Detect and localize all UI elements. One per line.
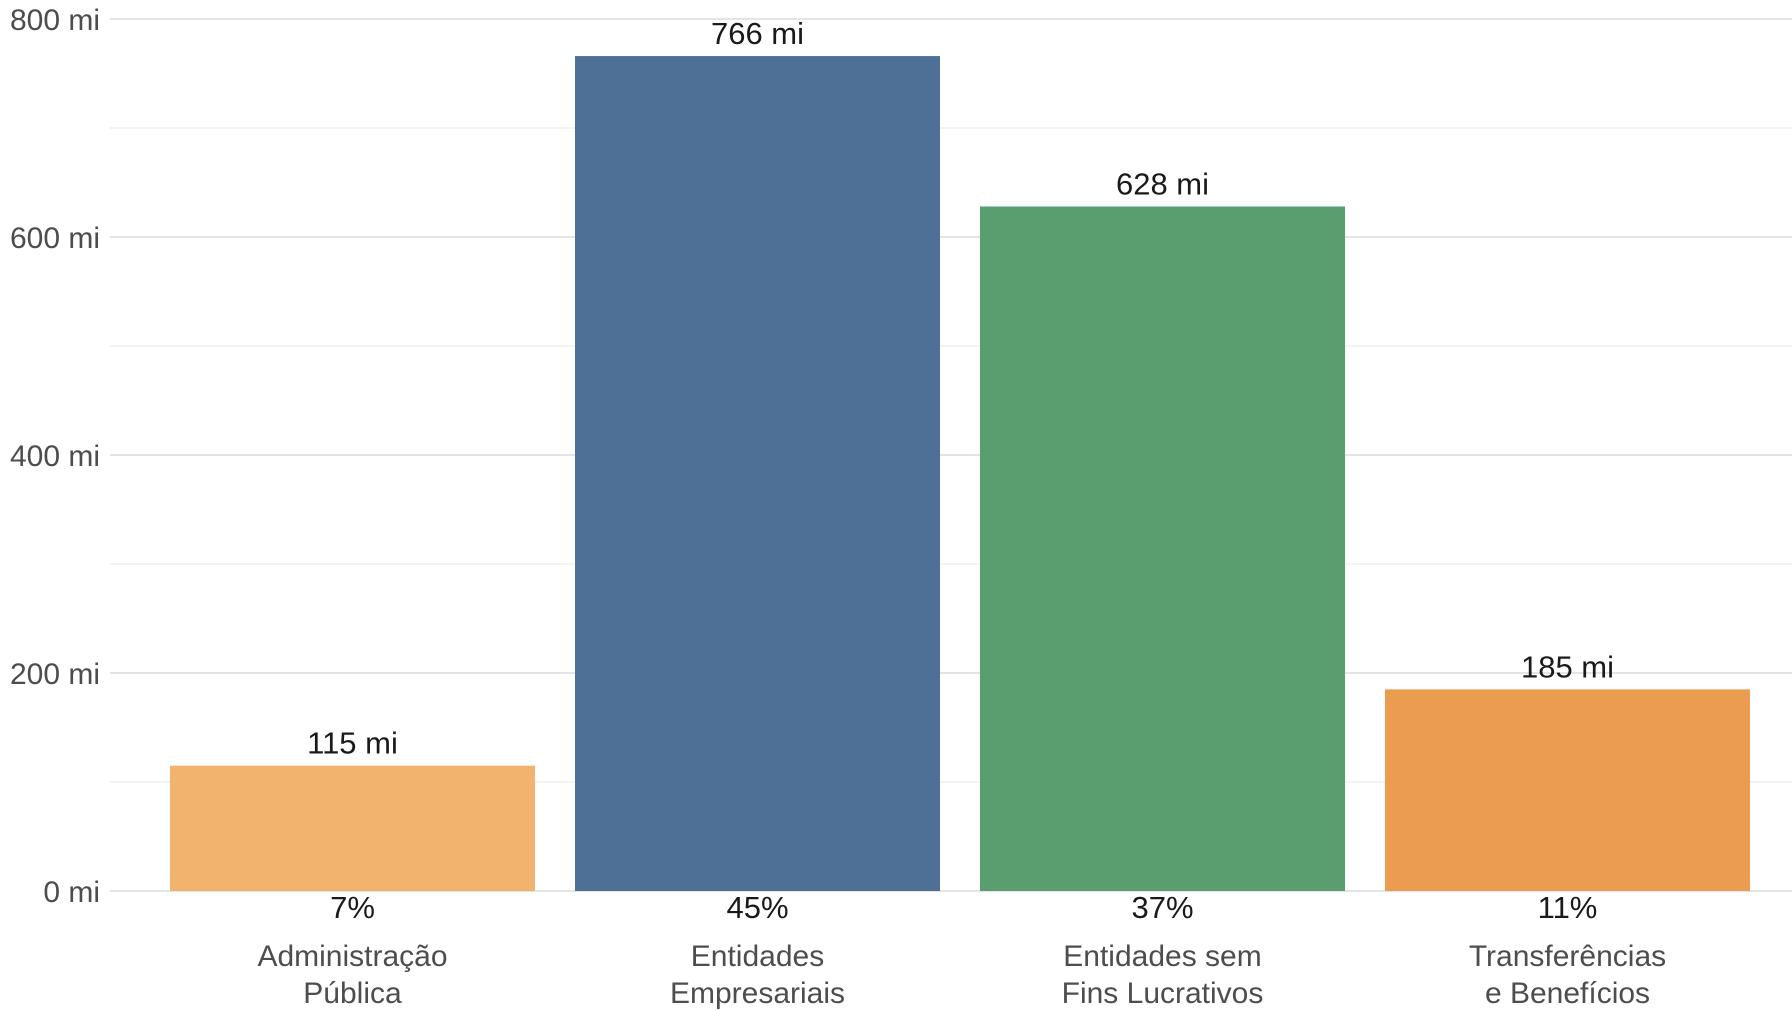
y-tick-label: 600 mi (10, 222, 100, 255)
bar-percent-labels: 7% 45% 37% 11% (330, 890, 1597, 925)
x-category-label: Empresariais (670, 977, 845, 1010)
y-axis-tick-labels: 0 mi 200 mi 400 mi 600 mi 800 mi (10, 4, 100, 909)
y-tick-label: 0 mi (43, 876, 100, 909)
x-category-label: e Benefícios (1485, 977, 1650, 1010)
x-axis-category-labels: Administração Pública Entidades Empresariai… (257, 940, 1666, 1010)
bar-value-label: 628 mi (1116, 166, 1209, 201)
x-category-label: Pública (303, 977, 402, 1010)
bar (980, 206, 1345, 892)
bar (170, 765, 535, 891)
bar-value-label: 115 mi (307, 726, 398, 761)
bar-percent-label: 37% (1131, 890, 1193, 925)
bar (1385, 689, 1750, 891)
bar-value-labels: 115 mi 766 mi 628 mi 185 mi (307, 16, 1614, 761)
y-tick-label: 400 mi (10, 440, 100, 473)
x-category-label: Entidades (691, 940, 824, 973)
bar-percent-label: 45% (726, 890, 788, 925)
y-tick-label: 200 mi (10, 658, 100, 691)
bar (575, 56, 940, 892)
bar-percent-label: 11% (1538, 890, 1598, 925)
x-category-label: Fins Lucrativos (1062, 977, 1264, 1010)
bars (170, 56, 1750, 892)
x-category-label: Entidades sem (1063, 940, 1261, 973)
bar-value-label: 185 mi (1521, 649, 1614, 684)
bar-value-label: 766 mi (711, 16, 804, 51)
x-category-label: Administração (257, 940, 447, 973)
y-tick-label: 800 mi (10, 4, 100, 37)
x-category-label: Transferências (1469, 940, 1666, 973)
bar-percent-label: 7% (330, 890, 375, 925)
